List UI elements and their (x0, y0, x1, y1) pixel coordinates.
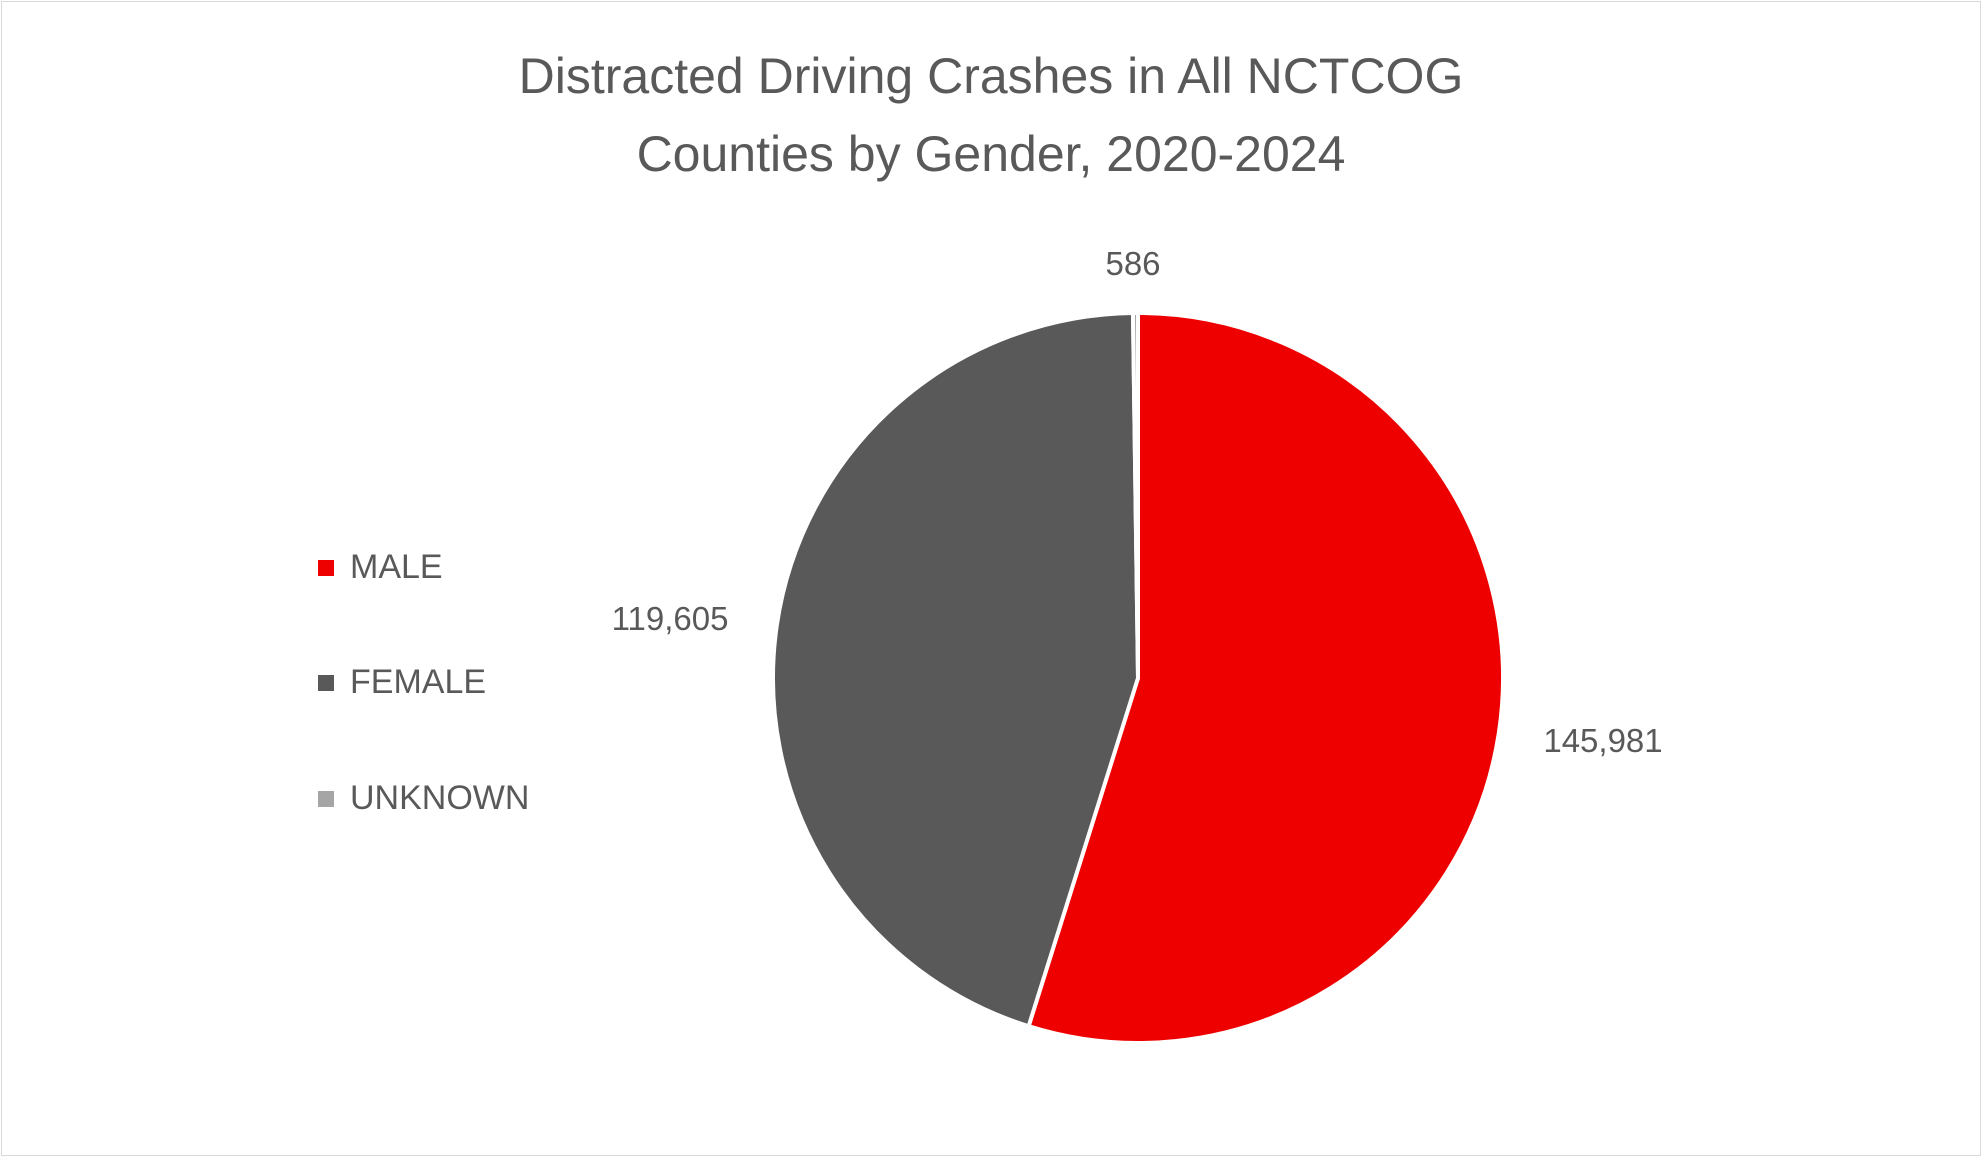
data-label-unknown: 586 (1105, 245, 1161, 282)
pie-slice-female (771, 311, 1140, 1029)
legend-item-male: MALE (318, 548, 443, 587)
legend-swatch-female (318, 674, 334, 691)
legend-label-female: FEMALE (350, 663, 487, 701)
chart-title-line-1: Distracted Driving Crashes in All NCTCOG (518, 48, 1464, 104)
legend-item-female: FEMALE (318, 663, 486, 702)
legend-swatch-male (318, 559, 334, 576)
data-label-female: 119,605 (611, 600, 729, 637)
pie-slice-male (1026, 311, 1505, 1045)
chart-title-line-2: Counties by Gender, 2020-2024 (636, 126, 1346, 182)
legend-label-unknown: UNKNOWN (350, 779, 530, 817)
data-label-male: 145,981 (1543, 722, 1663, 759)
pie-slice-unknown (1130, 311, 1140, 680)
legend-label-male: MALE (350, 548, 443, 586)
legend-swatch-unknown (318, 790, 334, 807)
legend-item-unknown: UNKNOWN (318, 779, 529, 818)
